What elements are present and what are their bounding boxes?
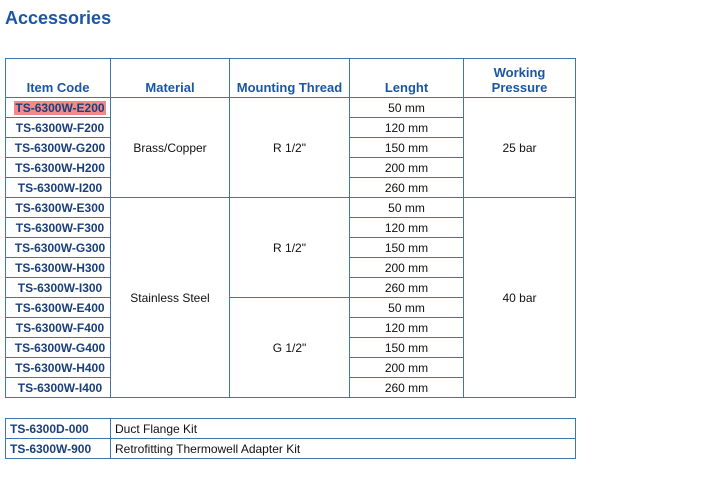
length-cell: 50 mm (349, 97, 464, 118)
header-mounting-thread: Mounting Thread (229, 58, 350, 98)
header-material: Material (110, 58, 230, 98)
item-code: TS-6300W-H200 (5, 157, 111, 178)
item-code: TS-6300W-F400 (5, 317, 111, 338)
item-code: TS-6300W-I400 (5, 377, 111, 398)
table-row: TS-6300W-F400 120 mm (5, 317, 576, 338)
thread-cell: G 1/2" (229, 297, 350, 398)
accessories-table: Item Code Material Mounting Thread Lengh… (5, 58, 576, 398)
item-code: TS-6300W-G300 (5, 237, 111, 258)
item-code: TS-6300W-F200 (5, 117, 111, 138)
kits-table: TS-6300D-000 Duct Flange Kit TS-6300W-90… (5, 418, 576, 459)
length-cell: 150 mm (349, 137, 464, 158)
highlighted-code: TS-6300W-E200 (14, 100, 106, 115)
material-cell: Brass/Copper (110, 97, 230, 198)
table-row: TS-6300W-I300 260 mm (5, 277, 576, 298)
item-code: TS-6300W-G200 (5, 137, 111, 158)
table-row: TS-6300W-F300 120 mm (5, 217, 576, 238)
table-row: TS-6300W-G400 150 mm (5, 337, 576, 358)
header-row: Item Code Material Mounting Thread Lengh… (5, 58, 576, 98)
item-code: TS-6300W-F300 (5, 217, 111, 238)
table-row: TS-6300W-E300 Stainless Steel R 1/2" 50 mm 4… (5, 197, 576, 398)
item-code: TS-6300W-H300 (5, 257, 111, 278)
kit-description: Retrofitting Thermowell Adapter Kit (110, 438, 576, 459)
thread-cell: R 1/2" (229, 197, 350, 298)
material-cell: Stainless Steel (110, 197, 230, 398)
length-cell: 120 mm (349, 117, 464, 138)
table-row: TS-6300W-E200 Brass/Copper R 1/2" 50 mm 25 b… (5, 97, 576, 198)
length-cell: 260 mm (349, 377, 464, 398)
length-cell: 200 mm (349, 357, 464, 378)
length-cell: 260 mm (349, 177, 464, 198)
length-cell: 150 mm (349, 337, 464, 358)
table-row: TS-6300W-900 Retrofitting Thermowell Ada… (5, 438, 576, 459)
table-row: TS-6300W-H300 200 mm (5, 257, 576, 278)
table-row: TS-6300W-H200 200 mm (5, 157, 576, 178)
item-code: TS-6300W-I200 (5, 177, 111, 198)
table-row: TS-6300W-I400 260 mm (5, 377, 576, 398)
header-item-code: Item Code (5, 58, 111, 98)
kit-description: Duct Flange Kit (110, 418, 576, 439)
table-row: TS-6300W-E400 G 1/2" 50 mm (5, 297, 576, 398)
header-length: Lenght (349, 58, 464, 98)
item-code: TS-6300W-G400 (5, 337, 111, 358)
length-cell: 50 mm (349, 297, 464, 318)
length-cell: 120 mm (349, 217, 464, 238)
header-working-pressure: Working Pressure (463, 58, 576, 98)
item-code: TS-6300W-E300 (5, 197, 111, 218)
page-title: Accessories (5, 8, 112, 28)
pressure-cell: 25 bar (463, 97, 576, 198)
length-cell: 260 mm (349, 277, 464, 298)
kit-code: TS-6300D-000 (5, 418, 111, 439)
length-cell: 120 mm (349, 317, 464, 338)
length-cell: 200 mm (349, 257, 464, 278)
length-cell: 150 mm (349, 237, 464, 258)
length-cell: 200 mm (349, 157, 464, 178)
pressure-cell: 40 bar (463, 197, 576, 398)
kit-code: TS-6300W-900 (5, 438, 111, 459)
table-row: TS-6300D-000 Duct Flange Kit (5, 418, 576, 439)
item-code: TS-6300W-E400 (5, 297, 111, 318)
item-code: TS-6300W-I300 (5, 277, 111, 298)
item-code: TS-6300W-E200 (5, 97, 111, 118)
length-cell: 50 mm (349, 197, 464, 218)
thread-cell: R 1/2" (229, 97, 350, 198)
item-code: TS-6300W-H400 (5, 357, 111, 378)
